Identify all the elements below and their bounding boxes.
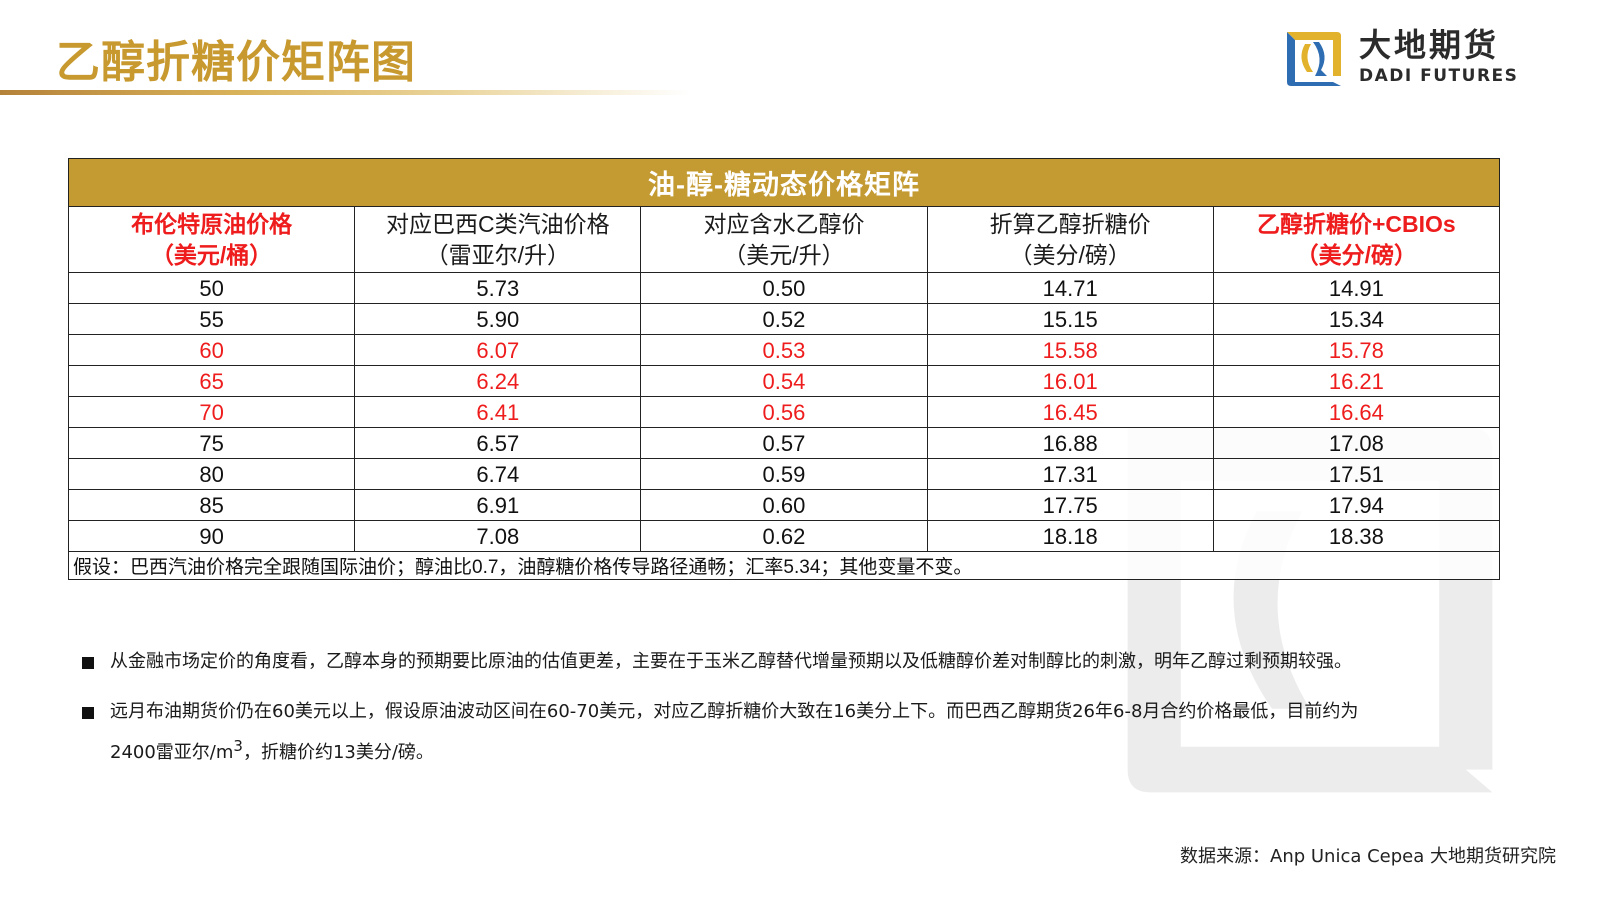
cell-gasoline: 6.57 — [354, 427, 642, 459]
cell-ethanol: 0.60 — [640, 489, 928, 521]
cell-ethanol: 0.62 — [640, 520, 928, 552]
cell-ethanol: 0.54 — [640, 365, 928, 397]
column-header-brent: 布伦特原油价格 （美元/桶） — [67, 206, 356, 273]
cell-sugar-eq: 15.15 — [926, 303, 1214, 335]
table-row: 70 6.41 0.56 16.45 16.64 — [67, 396, 1501, 428]
cell-sugar-cbios: 15.78 — [1212, 334, 1501, 366]
cell-sugar-eq: 17.75 — [926, 489, 1214, 521]
cell-brent: 90 — [67, 520, 356, 552]
cell-gasoline: 6.24 — [354, 365, 642, 397]
cell-sugar-cbios: 17.08 — [1212, 427, 1501, 459]
bullet-item: 远月布油期货价仍在60美元以上，假设原油波动区间在60-70美元，对应乙醇折糖价… — [80, 695, 1520, 770]
table-row: 90 7.08 0.62 18.18 18.38 — [67, 520, 1501, 552]
assumption-note: 假设：巴西汽油价格完全跟随国际油价；醇油比0.7，油醇糖价格传导路径通畅；汇率5… — [68, 551, 1500, 580]
cell-gasoline: 6.07 — [354, 334, 642, 366]
cell-sugar-eq: 18.18 — [926, 520, 1214, 552]
table-banner: 油-醇-糖动态价格矩阵 — [68, 158, 1500, 207]
column-header-ethanol: 对应含水乙醇价 （美元/升） — [640, 206, 928, 273]
column-header-sugar-equivalent: 折算乙醇折糖价 （美分/磅） — [926, 206, 1214, 273]
column-header-gasoline: 对应巴西C类汽油价格 （雷亚尔/升） — [354, 206, 642, 273]
cell-gasoline: 5.90 — [354, 303, 642, 335]
table-row: 60 6.07 0.53 15.58 15.78 — [67, 334, 1501, 366]
cell-sugar-eq: 16.88 — [926, 427, 1214, 459]
cell-ethanol: 0.57 — [640, 427, 928, 459]
cell-brent: 75 — [67, 427, 356, 459]
cell-ethanol: 0.52 — [640, 303, 928, 335]
cell-ethanol: 0.50 — [640, 272, 928, 304]
cell-sugar-cbios: 17.51 — [1212, 458, 1501, 490]
cell-ethanol: 0.53 — [640, 334, 928, 366]
cell-brent: 55 — [67, 303, 356, 335]
data-source: 数据来源：Anp Unica Cepea 大地期货研究院 — [1180, 846, 1556, 867]
table-row: 80 6.74 0.59 17.31 17.51 — [67, 458, 1501, 490]
cell-sugar-cbios: 17.94 — [1212, 489, 1501, 521]
cell-gasoline: 5.73 — [354, 272, 642, 304]
cell-gasoline: 6.41 — [354, 396, 642, 428]
table-row: 65 6.24 0.54 16.01 16.21 — [67, 365, 1501, 397]
cell-sugar-eq: 16.01 — [926, 365, 1214, 397]
cell-sugar-cbios: 18.38 — [1212, 520, 1501, 552]
cell-brent: 70 — [67, 396, 356, 428]
cell-ethanol: 0.56 — [640, 396, 928, 428]
logo-english-name: DADI FUTURES — [1359, 66, 1519, 86]
company-logo: 大地期货 DADI FUTURES — [1283, 26, 1583, 88]
analysis-bullets: 从金融市场定价的角度看，乙醇本身的预期要比原油的估值更差，主要在于玉米乙醇替代增… — [80, 645, 1520, 786]
cell-gasoline: 7.08 — [354, 520, 642, 552]
cell-sugar-cbios: 15.34 — [1212, 303, 1501, 335]
cell-sugar-eq: 14.71 — [926, 272, 1214, 304]
cell-sugar-eq: 15.58 — [926, 334, 1214, 366]
cell-brent: 60 — [67, 334, 356, 366]
logo-chinese-name: 大地期货 — [1359, 26, 1500, 64]
cell-sugar-eq: 17.31 — [926, 458, 1214, 490]
cell-brent: 65 — [67, 365, 356, 397]
cell-brent: 80 — [67, 458, 356, 490]
cell-sugar-cbios: 16.64 — [1212, 396, 1501, 428]
dadi-logo-icon — [1287, 32, 1341, 86]
page-title: 乙醇折糖价矩阵图 — [56, 37, 416, 88]
cell-gasoline: 6.91 — [354, 489, 642, 521]
title-divider — [0, 90, 690, 95]
square-bullet-icon — [82, 707, 94, 719]
cell-sugar-eq: 16.45 — [926, 396, 1214, 428]
cell-sugar-cbios: 14.91 — [1212, 272, 1501, 304]
cell-brent: 50 — [67, 272, 356, 304]
cell-gasoline: 6.74 — [354, 458, 642, 490]
table-row: 85 6.91 0.60 17.75 17.94 — [67, 489, 1501, 521]
table-row: 50 5.73 0.50 14.71 14.91 — [67, 272, 1501, 304]
cell-ethanol: 0.59 — [640, 458, 928, 490]
cell-sugar-cbios: 16.21 — [1212, 365, 1501, 397]
bullet-item: 从金融市场定价的角度看，乙醇本身的预期要比原油的估值更差，主要在于玉米乙醇替代增… — [80, 645, 1520, 679]
table-row: 75 6.57 0.57 16.88 17.08 — [67, 427, 1501, 459]
table-row: 55 5.90 0.52 15.15 15.34 — [67, 303, 1501, 335]
table-header-row: 布伦特原油价格 （美元/桶） 对应巴西C类汽油价格 （雷亚尔/升） 对应含水乙醇价（… — [67, 206, 1501, 273]
square-bullet-icon — [82, 657, 94, 669]
price-matrix-table: 油-醇-糖动态价格矩阵 布伦特原油价格 （美元/桶） 对应巴西C类汽油价格 （雷亚尔… — [67, 158, 1501, 580]
column-header-sugar-cbios: 乙醇折糖价+CBIOs （美分/磅） — [1212, 206, 1501, 273]
cell-brent: 85 — [67, 489, 356, 521]
